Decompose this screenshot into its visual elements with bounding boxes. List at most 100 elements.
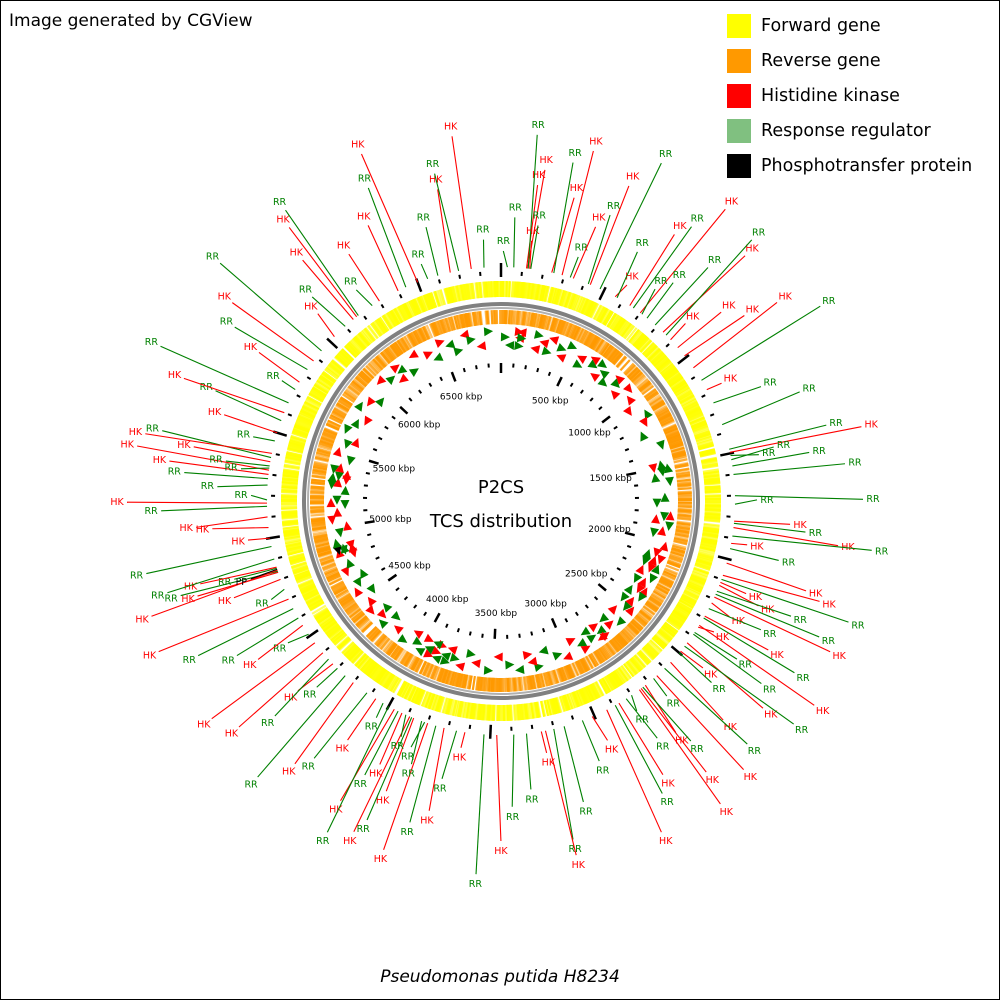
callout-line	[640, 688, 707, 773]
reverse-gene-mark	[325, 571, 340, 580]
forward-gene-mark	[284, 534, 301, 540]
callout-line	[729, 426, 862, 453]
reverse-gene-mark	[322, 563, 337, 571]
tcs-glyph	[408, 368, 419, 377]
inner-minor-tick	[418, 389, 423, 394]
reverse-gene-mark	[444, 669, 451, 685]
forward-gene-mark	[388, 676, 399, 691]
callout-line	[375, 702, 384, 718]
forward-gene-mark	[430, 292, 438, 308]
callout-label: HK	[184, 582, 198, 593]
callout-label: HK	[284, 693, 298, 704]
tcs-glyph	[653, 547, 663, 558]
callout-line	[161, 505, 268, 512]
callout-label: RR	[267, 371, 281, 382]
callout-label: RR	[752, 228, 766, 239]
callout-label: HK	[605, 745, 619, 756]
inner-major-tick	[556, 376, 563, 387]
reverse-gene-mark	[311, 520, 326, 525]
reverse-gene-mark	[317, 445, 332, 452]
reverse-gene-mark	[598, 341, 609, 355]
legend-label: Phosphotransfer protein	[761, 155, 973, 176]
reverse-gene-mark	[350, 610, 364, 621]
tick-label: 4500 kbp	[388, 562, 431, 572]
callout-label: RR	[302, 761, 316, 772]
reverse-gene-mark	[310, 485, 325, 489]
callout-label: HK	[143, 651, 157, 662]
tcs-glyph	[533, 663, 544, 673]
inner-minor-tick	[589, 397, 594, 402]
callout-line	[231, 302, 314, 362]
forward-gene-mark	[704, 482, 721, 486]
legend-swatch-forward	[727, 13, 751, 38]
callout-label: HK	[661, 778, 675, 789]
legend-item-reverse: Reverse gene	[727, 43, 972, 78]
reverse-gene-mark	[475, 311, 480, 326]
outer-minor-tick	[339, 661, 344, 667]
callout-line	[653, 678, 668, 697]
forward-gene-mark	[293, 569, 310, 577]
callout-label: RR	[667, 699, 681, 710]
tcs-glyph	[346, 558, 355, 569]
legend-item-forward: Forward gene	[727, 8, 972, 43]
reverse-gene-mark	[379, 637, 391, 650]
callout-line	[151, 569, 278, 617]
callout-line	[410, 721, 423, 765]
callout-line	[126, 501, 268, 504]
tcs-glyph	[516, 333, 527, 343]
forward-gene-mark	[630, 330, 643, 345]
inner-minor-tick	[616, 567, 622, 571]
tick-label: 5500 kbp	[373, 464, 416, 474]
callout-label: HK	[809, 589, 823, 600]
tcs-glyph	[657, 554, 667, 565]
reverse-gene-mark	[378, 636, 390, 649]
callout-line	[234, 326, 308, 371]
tcs-glyph	[655, 439, 665, 450]
tick-label: 500 kbp	[532, 396, 569, 406]
callout-label: HK	[720, 807, 734, 818]
reverse-gene-mark	[324, 568, 339, 576]
reverse-gene-mark	[434, 321, 442, 336]
reverse-gene-mark	[636, 378, 649, 390]
tcs-callouts: RRRRHKHKRRHKRRHKRRHKRRHKRRHKRRHKRRHKRRHK…	[110, 120, 888, 890]
reverse-gene-mark	[550, 670, 557, 685]
callout-label: RR	[794, 615, 808, 626]
outer-major-tick	[720, 451, 735, 457]
tcs-glyph	[599, 370, 610, 380]
reverse-gene-mark	[311, 471, 327, 476]
tcs-glyph	[590, 356, 601, 366]
inner-minor-tick	[633, 521, 638, 524]
tcs-glyph	[517, 328, 527, 338]
reverse-gene-mark	[323, 566, 338, 574]
forward-gene-mark	[479, 281, 483, 299]
outer-minor-tick	[275, 453, 280, 456]
tcs-glyph	[335, 471, 344, 481]
outer-minor-tick	[617, 303, 622, 309]
reverse-gene-mark	[389, 644, 400, 658]
reverse-gene-mark	[670, 445, 685, 452]
forward-gene-mark	[551, 287, 558, 304]
tcs-glyph	[586, 634, 597, 644]
outer-minor-tick	[301, 613, 306, 617]
callout-label: HK	[374, 854, 388, 865]
callout-label: RR	[532, 120, 546, 131]
reverse-gene-mark	[508, 677, 512, 692]
reverse-gene-mark	[600, 342, 610, 356]
forward-gene-mark	[617, 320, 628, 335]
forward-gene-mark	[431, 694, 439, 711]
outer-minor-tick	[716, 432, 722, 437]
forward-gene-mark	[372, 321, 384, 336]
forward-gene-mark	[633, 655, 646, 669]
tcs-glyph	[340, 566, 349, 577]
forward-gene-mark	[300, 408, 317, 417]
callout-label: HK	[225, 729, 239, 740]
reverse-gene-mark	[530, 312, 536, 327]
forward-gene-mark	[694, 432, 711, 440]
callout-label: RR	[575, 242, 589, 253]
tick-label: 2000 kbp	[588, 525, 631, 535]
reverse-gene-mark	[673, 456, 688, 462]
callout-label: HK	[732, 616, 746, 627]
reverse-gene-mark	[676, 478, 691, 483]
reverse-gene-mark	[638, 611, 651, 622]
legend-label: Histidine kinase	[761, 85, 900, 106]
